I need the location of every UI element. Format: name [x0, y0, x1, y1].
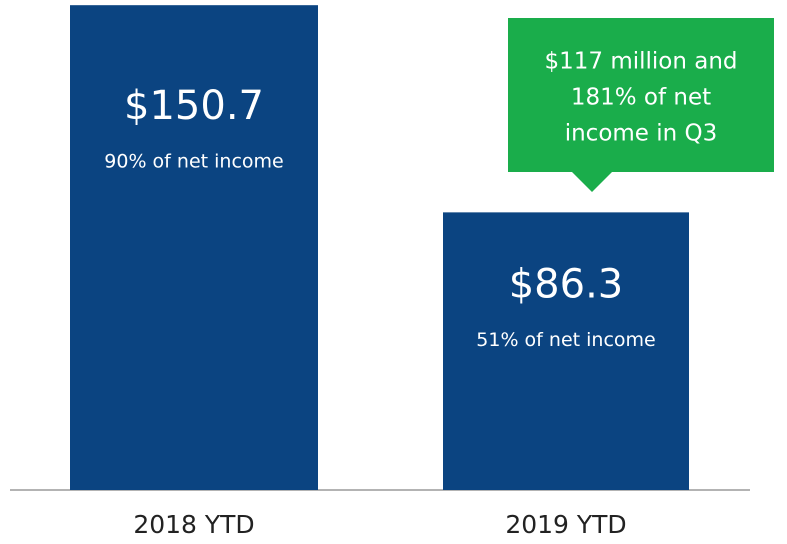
value-label: $150.7 [124, 83, 264, 129]
value-label: $86.3 [509, 261, 624, 307]
bar [443, 212, 689, 490]
bar-note: 90% of net income [104, 151, 283, 173]
x-tick-label: 2019 YTD [505, 510, 626, 539]
bar [70, 5, 318, 490]
callout-text: income in Q3 [565, 121, 718, 147]
callout-text: 181% of net [571, 85, 711, 111]
x-tick-label: 2018 YTD [133, 510, 254, 539]
bar-note: 51% of net income [476, 329, 655, 351]
callout-text: $117 million and [544, 49, 737, 75]
callout-box [508, 18, 774, 192]
